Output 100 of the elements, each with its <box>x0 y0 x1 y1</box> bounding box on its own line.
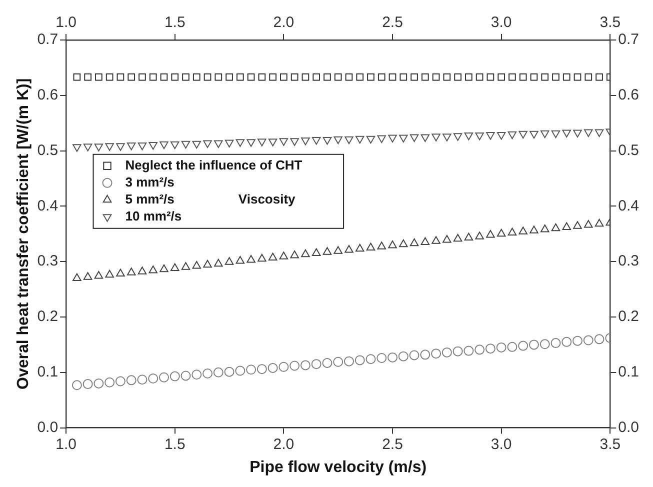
point <box>149 73 157 81</box>
point <box>388 73 396 81</box>
x-tick-label: 3.0 <box>490 436 512 453</box>
point <box>268 138 278 146</box>
point <box>126 375 136 386</box>
point <box>73 73 81 81</box>
point <box>170 263 180 271</box>
point <box>203 140 212 148</box>
y2-tick-label: 0.4 <box>618 197 640 214</box>
point <box>420 134 430 142</box>
point <box>583 335 594 346</box>
point <box>388 352 398 362</box>
point <box>279 138 288 146</box>
point <box>302 73 310 81</box>
point <box>246 254 256 263</box>
y2-tick-label: 0.2 <box>618 308 640 326</box>
point <box>226 73 233 81</box>
point <box>518 226 528 234</box>
point <box>158 372 169 382</box>
point <box>421 73 429 81</box>
point <box>530 130 538 139</box>
point <box>486 73 494 81</box>
point <box>486 132 495 140</box>
point <box>474 344 485 355</box>
point <box>453 133 462 141</box>
point <box>431 348 442 359</box>
point <box>203 260 212 268</box>
point <box>420 237 430 245</box>
point <box>311 359 322 370</box>
point <box>322 136 332 145</box>
point <box>443 73 451 81</box>
point <box>105 143 114 151</box>
point <box>115 376 126 386</box>
legend-label: Neglect the influence of CHT <box>125 157 302 172</box>
point <box>496 132 506 140</box>
point <box>344 356 354 366</box>
point <box>300 360 310 370</box>
point <box>519 73 527 81</box>
x-tick-label: 2.5 <box>382 436 403 453</box>
point <box>398 239 408 248</box>
point <box>324 73 331 81</box>
y2-tick-label: 0.3 <box>618 252 640 270</box>
y-axis-title: Overal heat transfer coefficient [W/(m K)] <box>15 78 32 390</box>
point <box>334 246 342 254</box>
point <box>269 73 276 81</box>
point <box>322 358 332 368</box>
y2-tick-label: 0.7 <box>618 31 640 48</box>
point <box>442 134 452 142</box>
point <box>268 362 278 373</box>
y-tick-label: 0.4 <box>37 197 58 214</box>
point <box>464 132 474 140</box>
point <box>214 258 223 267</box>
point <box>148 373 158 384</box>
y-tick-label: 0.7 <box>37 31 58 48</box>
point <box>366 242 376 250</box>
point <box>258 254 266 262</box>
point <box>236 73 244 81</box>
point <box>256 364 267 374</box>
point <box>398 351 408 362</box>
point <box>224 257 234 265</box>
x2-tick-label: 2.0 <box>273 14 294 32</box>
point <box>247 73 255 81</box>
point <box>432 134 440 142</box>
y-tick-label: 0.0 <box>37 418 58 436</box>
point <box>573 221 582 229</box>
point <box>236 256 245 264</box>
point <box>442 347 452 358</box>
point <box>584 129 593 137</box>
point <box>584 73 592 81</box>
point <box>475 132 484 140</box>
legend-label: 10 mm²/s <box>125 208 182 224</box>
point <box>301 138 310 146</box>
point <box>192 140 202 149</box>
point <box>116 73 124 81</box>
point <box>202 368 213 379</box>
point <box>182 73 190 81</box>
point <box>104 377 115 388</box>
point <box>410 73 418 81</box>
point <box>246 139 256 147</box>
point <box>541 73 549 81</box>
point <box>432 73 440 81</box>
y-tick-label: 0.6 <box>37 86 58 104</box>
point <box>552 73 560 81</box>
legend-label: 3 mm²/s <box>125 174 174 190</box>
point <box>465 73 472 81</box>
point <box>596 73 603 81</box>
x-tick-label: 2.0 <box>273 436 294 453</box>
point <box>72 144 82 152</box>
y2-tick-label: 0.5 <box>618 142 640 159</box>
point <box>594 129 604 137</box>
point <box>83 272 92 280</box>
point <box>540 130 550 138</box>
point <box>160 141 168 150</box>
point <box>400 73 408 81</box>
point <box>377 242 386 250</box>
point <box>376 352 387 363</box>
point <box>432 236 440 244</box>
point <box>126 268 136 276</box>
point <box>355 136 364 144</box>
y2-tick-label: 0.0 <box>618 418 640 436</box>
